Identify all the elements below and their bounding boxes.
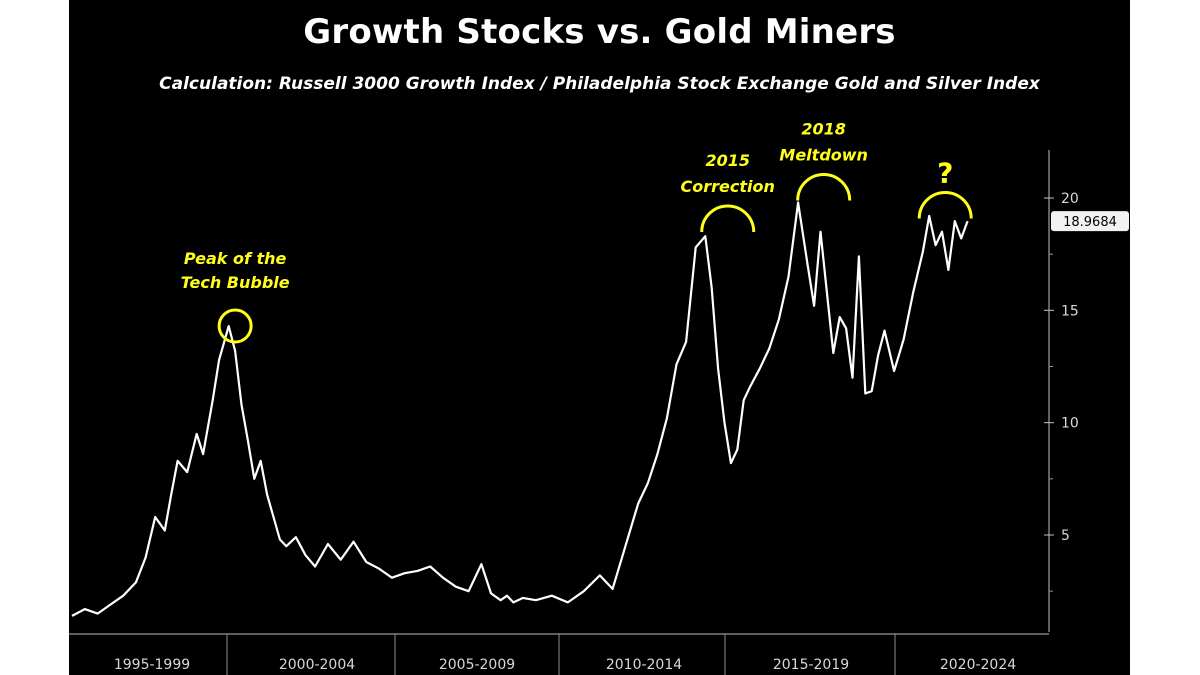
annotation-label: 2018 [801,119,846,138]
series-line [71,201,969,617]
x-period-label: 2000-2004 [279,657,355,673]
x-period-label: 2015-2019 [773,657,849,673]
annotation-arc [700,204,756,232]
chart-subtitle: Calculation: Russell 3000 Growth Index /… [159,74,1040,94]
chart-frame: Growth Stocks vs. Gold Miners Calculatio… [69,0,1130,675]
y-tick-label: 10 [1061,416,1079,432]
last-value-box [1051,211,1129,232]
x-period-label: 2010-2014 [606,657,682,673]
x-period-label: 1995-1999 [114,657,190,673]
annotation-label: Correction [681,177,775,196]
annotation-label: 2015 [705,151,750,170]
annotation-arc [796,172,852,201]
x-period-label: 2005-2009 [439,657,515,673]
last-value-label: 18.9684 [1063,215,1117,230]
y-tick-label: 5 [1061,528,1070,544]
y-tick-label: 20 [1061,191,1079,207]
annotation-arc [917,190,973,219]
chart-title: Growth Stocks vs. Gold Miners [303,12,896,52]
annotation-label: ? [937,156,953,189]
annotation-label: Meltdown [779,145,868,164]
annotation-circle [217,308,253,344]
chart-plot: 5 10 15 20 1995-1999 2000-2004 2005-2009 2010-2… [69,119,1129,675]
annotation-label: Peak of the [184,249,287,268]
y-tick-label: 15 [1061,303,1079,319]
x-period-label: 2020-2024 [940,657,1016,673]
annotation-label: Tech Bubble [181,273,290,292]
